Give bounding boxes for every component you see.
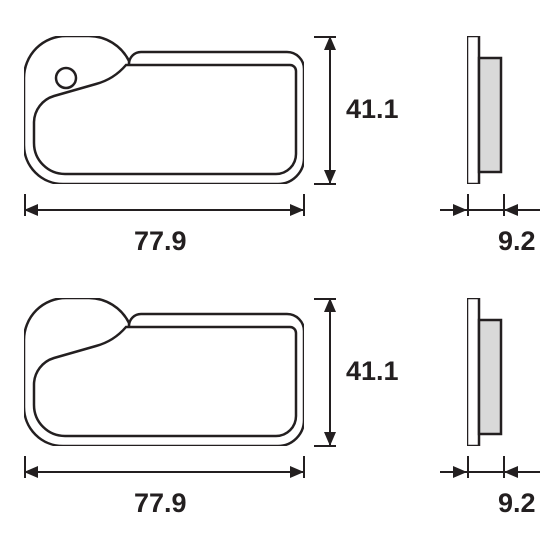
dim-label-height-2: 41.1 <box>346 356 399 387</box>
dim-arrow <box>324 36 336 50</box>
dim-label-thick-2: 9.2 <box>498 488 536 519</box>
dim-arrow <box>324 298 336 312</box>
dim-label-height-1: 41.1 <box>346 94 399 125</box>
brake-pad-front-bottom <box>24 298 304 446</box>
brake-pad-side-bottom <box>467 298 505 446</box>
brake-pad-side-top <box>467 36 505 184</box>
dim-arrow <box>453 204 467 216</box>
dim-arrow <box>324 432 336 446</box>
dim-arrow <box>453 466 467 478</box>
dim-arrow <box>504 204 518 216</box>
dim-label-width-1: 77.9 <box>134 226 187 257</box>
dim-line-height-2 <box>329 298 331 446</box>
dim-label-thick-1: 9.2 <box>498 226 536 257</box>
dim-ext-line <box>467 194 469 216</box>
dim-arrow <box>24 204 38 216</box>
dim-line-height-1 <box>329 36 331 184</box>
dim-arrow <box>504 466 518 478</box>
dim-label-width-2: 77.9 <box>134 488 187 519</box>
dim-arrow <box>24 466 38 478</box>
dim-line-width-1 <box>24 209 304 211</box>
dim-arrow <box>324 170 336 184</box>
brake-pad-front-top <box>24 36 304 184</box>
dim-arrow <box>290 466 304 478</box>
dim-ext-line <box>467 456 469 478</box>
dim-arrow <box>290 204 304 216</box>
dim-line-width-2 <box>24 471 304 473</box>
